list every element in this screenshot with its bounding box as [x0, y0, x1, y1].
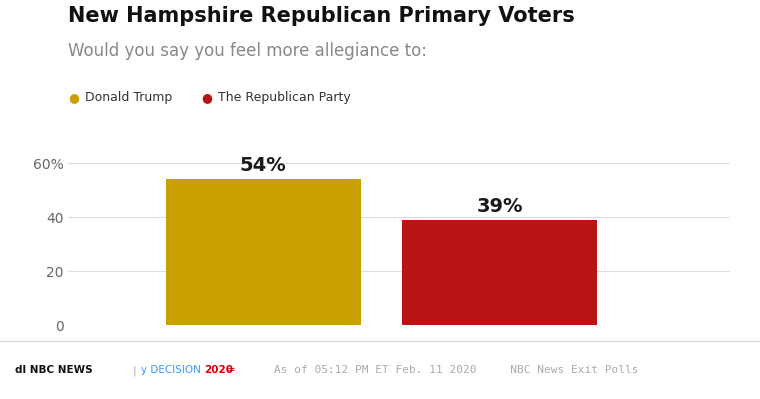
Text: Would you say you feel more allegiance to:: Would you say you feel more allegiance t…	[68, 42, 427, 60]
Text: New Hampshire Republican Primary Voters: New Hampshire Republican Primary Voters	[68, 6, 575, 26]
Text: ●: ●	[68, 91, 79, 104]
Text: As of 05:12 PM ET Feb. 11 2020     NBC News Exit Polls: As of 05:12 PM ET Feb. 11 2020 NBC News …	[274, 365, 638, 375]
Text: 2020: 2020	[204, 365, 233, 375]
Text: y DECISION: y DECISION	[141, 365, 201, 375]
Text: The Republican Party: The Republican Party	[218, 91, 351, 104]
Text: dl NBC NEWS: dl NBC NEWS	[15, 365, 93, 375]
Bar	[403, 220, 597, 325]
Text: 39%: 39%	[477, 197, 523, 216]
Text: Donald Trump: Donald Trump	[85, 91, 173, 104]
Bar	[166, 179, 361, 325]
Text: 54%: 54%	[240, 156, 287, 175]
Text: =: =	[226, 365, 236, 375]
Text: ●: ●	[201, 91, 212, 104]
Text: |: |	[133, 365, 137, 375]
